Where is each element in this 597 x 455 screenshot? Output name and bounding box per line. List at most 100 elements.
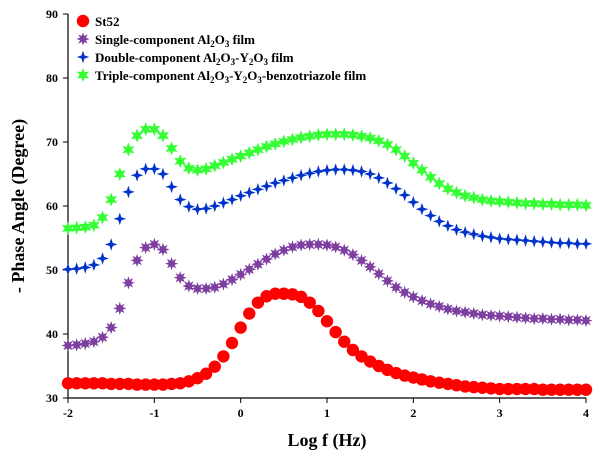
data-point [148,162,161,176]
data-point [312,165,325,178]
data-point [199,281,213,296]
legend: St52 Single-component Al2O3 filmDouble-co… [76,14,366,85]
data-point [432,215,446,228]
legend-item: Single-component Al2O3 film [76,32,255,49]
data-point [346,127,359,142]
data-point [398,188,411,202]
data-point [303,296,316,309]
data-point [61,263,75,276]
data-point [148,378,161,391]
data-point [476,192,489,207]
data-point [579,237,593,251]
data-point [320,127,334,142]
data-point [380,274,395,288]
data-point [190,281,205,296]
data-point [217,196,230,210]
data-point [122,185,135,199]
x-tick-label: 1 [324,406,330,420]
data-point [510,382,524,396]
data-point [381,137,394,152]
data-point [208,360,221,373]
data-point [381,176,394,190]
data-point [70,338,84,352]
data-point [243,307,256,320]
data-point [79,220,92,235]
data-point [216,277,230,291]
x-tick-label: 3 [497,406,503,420]
data-point [389,280,403,294]
data-point [536,235,550,249]
data-point [433,176,446,191]
data-point [87,258,101,272]
data-point [493,232,506,245]
data-point [329,240,343,254]
data-point [199,367,213,380]
data-point [450,223,463,236]
series-2 [61,237,593,353]
data-point [87,377,101,390]
data-point [104,321,118,335]
data-point [536,383,550,396]
legend-marker [76,50,90,64]
y-tick-label: 30 [46,391,58,405]
data-point [182,279,196,293]
data-point [545,197,558,212]
x-axis-title: Log f (Hz) [288,430,367,451]
y-tick-label: 50 [46,263,58,277]
series-1 [61,287,593,396]
data-point [251,142,264,157]
data-point [260,179,273,193]
data-point [450,185,463,200]
data-point [372,267,386,281]
data-point [139,122,152,137]
data-point [571,237,584,251]
data-point [553,312,567,326]
data-point [303,129,316,144]
data-point [311,237,325,251]
data-point [571,197,584,212]
data-point [484,308,498,323]
legend-label: Triple-component Al2O3-Y2O3-benzotriazol… [95,68,366,85]
series-4 [61,122,593,236]
data-point [554,197,567,212]
legend-marker [76,14,90,28]
y-tick-label: 80 [46,71,58,85]
data-point [208,280,222,294]
data-point [337,163,351,176]
data-point [415,163,429,178]
legend-item: Double-component Al2O3-Y2O3 film [76,50,294,67]
data-point [285,240,300,254]
data-point [424,170,437,185]
data-point [502,195,515,210]
data-point [78,261,92,274]
data-point [519,196,532,211]
data-point [518,311,533,325]
data-point [407,156,420,171]
data-point [519,382,532,396]
data-point [295,130,308,145]
data-point [312,304,325,318]
data-point [130,253,144,267]
data-point [364,131,377,146]
data-point [510,233,524,247]
data-point [502,382,515,396]
data-point [96,210,109,225]
data-point [553,383,567,396]
legend-label: St52 [95,14,120,29]
data-point [484,231,498,244]
data-point [277,174,291,187]
data-point [579,383,593,396]
data-point [570,313,584,327]
data-point [475,308,489,322]
data-point [260,139,273,154]
data-point [562,383,575,396]
data-point [527,234,541,248]
data-point [87,335,101,349]
data-point [493,309,507,323]
data-point [173,271,187,285]
data-point [277,134,290,149]
data-point [104,238,118,251]
data-point [398,149,411,164]
data-point [208,158,221,173]
data-point [156,242,170,257]
